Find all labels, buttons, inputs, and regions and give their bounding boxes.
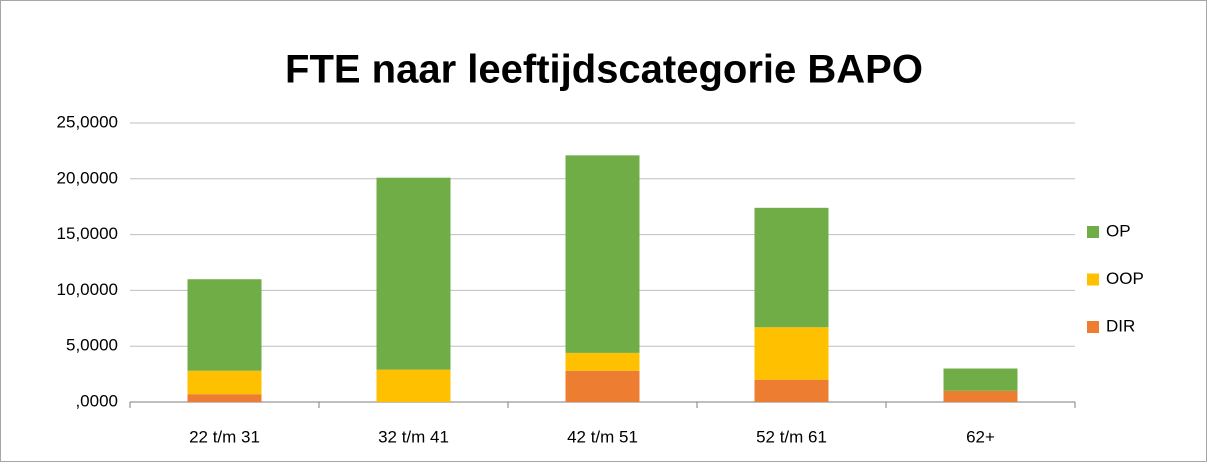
- x-tick-label: 32 t/m 41: [378, 427, 449, 446]
- bar-segment: [943, 368, 1018, 391]
- bar-segment: [187, 370, 262, 395]
- x-tick-label: 62+: [966, 427, 995, 446]
- chart-title: FTE naar leeftijdscategorie BAPO: [285, 48, 923, 92]
- bar-segment: [754, 379, 829, 402]
- bar-segment: [187, 394, 262, 402]
- bar-segment: [376, 177, 451, 370]
- bar-segment: [754, 327, 829, 380]
- legend-label: OP: [1106, 221, 1131, 240]
- bar-segment: [376, 369, 451, 402]
- y-tick-label: 20,0000: [57, 168, 118, 187]
- bar-segment: [565, 352, 640, 371]
- bar-segment: [565, 370, 640, 402]
- bar-segment: [187, 279, 262, 371]
- bar-segment: [943, 390, 1018, 402]
- y-tick-label: ,0000: [75, 391, 118, 410]
- bar-segment: [754, 207, 829, 328]
- legend-swatch: [1087, 226, 1099, 238]
- y-tick-label: 5,0000: [66, 336, 118, 355]
- x-tick-label: 42 t/m 51: [567, 427, 638, 446]
- y-tick-label: 15,0000: [57, 224, 118, 243]
- x-tick-label: 22 t/m 31: [189, 427, 260, 446]
- y-tick-label: 25,0000: [57, 112, 118, 131]
- legend-label: DIR: [1106, 316, 1135, 335]
- x-tick-label: 52 t/m 61: [756, 427, 827, 446]
- legend-swatch: [1087, 321, 1099, 333]
- legend-label: OOP: [1106, 269, 1144, 288]
- y-tick-label: 10,0000: [57, 280, 118, 299]
- bar-segment: [565, 155, 640, 353]
- legend-swatch: [1087, 273, 1099, 286]
